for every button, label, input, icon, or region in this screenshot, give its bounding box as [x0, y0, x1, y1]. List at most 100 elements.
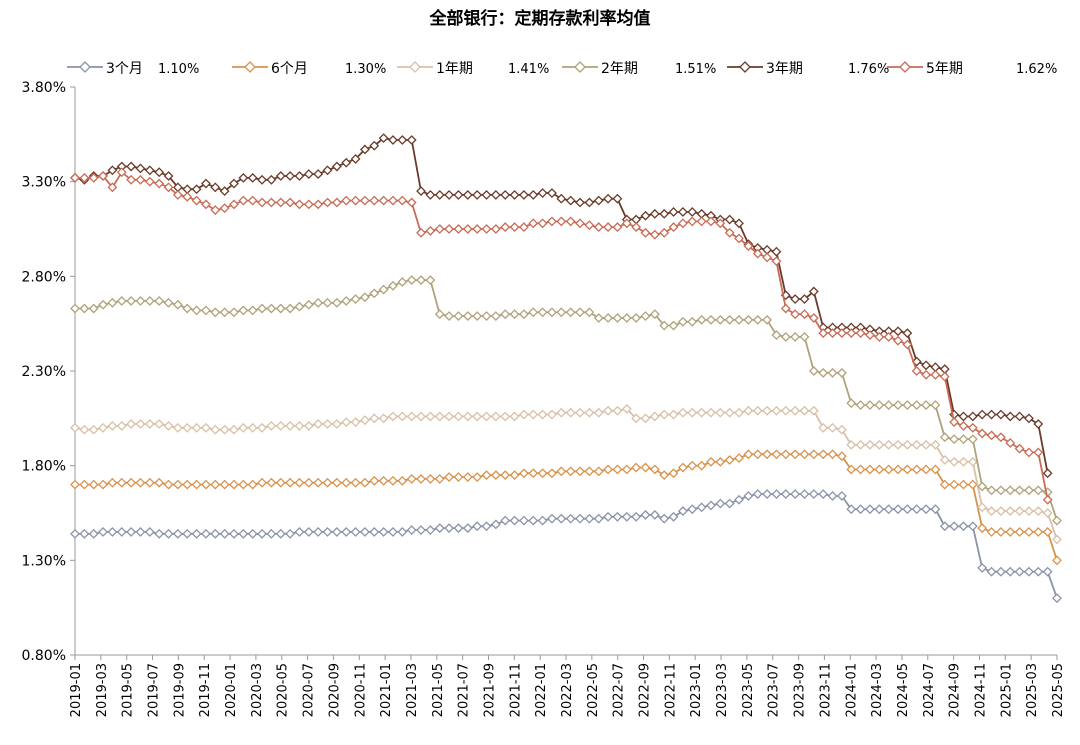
data-point	[266, 197, 277, 208]
data-point	[724, 407, 735, 418]
data-point	[163, 297, 174, 308]
data-point	[743, 449, 754, 460]
y-tick-label: 2.80%	[22, 269, 66, 285]
data-point	[369, 195, 380, 206]
data-point	[706, 314, 716, 325]
data-point	[1005, 506, 1016, 517]
data-point	[490, 190, 501, 200]
data-point	[331, 527, 342, 537]
x-tick-label: 2023-03	[715, 663, 730, 717]
data-point	[1042, 527, 1053, 537]
data-point	[565, 307, 576, 318]
data-point	[977, 502, 988, 513]
data-point	[1052, 555, 1062, 566]
x-tick-label: 2024-03	[870, 663, 885, 717]
data-point	[593, 195, 604, 206]
data-point	[930, 504, 941, 515]
data-point	[219, 203, 230, 214]
data-point	[603, 193, 614, 204]
data-point	[1033, 447, 1044, 458]
x-tick-label: 2021-09	[482, 663, 497, 717]
data-point	[565, 216, 576, 227]
data-point	[659, 409, 670, 420]
data-point	[88, 528, 99, 539]
data-point	[1052, 593, 1062, 604]
data-point	[902, 339, 913, 350]
data-point	[462, 190, 473, 200]
data-point	[911, 439, 922, 450]
data-point	[893, 400, 903, 410]
data-point	[995, 506, 1006, 517]
data-point	[631, 511, 642, 522]
data-point	[771, 246, 782, 257]
data-point	[275, 528, 286, 539]
data-point	[556, 193, 567, 204]
data-point	[425, 190, 436, 200]
data-point	[967, 456, 978, 467]
data-point	[88, 172, 99, 183]
data-point	[490, 470, 501, 481]
data-point	[603, 464, 614, 475]
data-point	[257, 174, 267, 185]
data-point	[70, 172, 80, 183]
data-point	[846, 439, 857, 450]
data-point	[107, 297, 118, 308]
data-point	[388, 135, 398, 145]
data-point	[902, 504, 913, 515]
data-point	[98, 527, 108, 537]
x-tick-label: 2020-11	[353, 663, 368, 717]
data-point	[696, 314, 707, 325]
data-point	[808, 405, 819, 416]
data-point	[902, 464, 913, 475]
data-point	[107, 420, 118, 431]
data-point	[509, 411, 520, 422]
data-point	[294, 420, 305, 431]
data-point	[257, 197, 267, 208]
data-point	[116, 167, 127, 178]
data-point	[369, 288, 380, 299]
data-point	[79, 424, 90, 435]
data-point	[416, 275, 426, 286]
data-point	[1033, 506, 1044, 517]
data-point	[780, 489, 791, 499]
data-point	[462, 311, 473, 322]
data-point	[977, 523, 988, 534]
data-point	[313, 199, 324, 210]
data-point	[883, 400, 894, 410]
y-tick-label: 1.30%	[22, 553, 66, 569]
x-tick-label: 2023-11	[818, 663, 833, 717]
data-point	[752, 405, 763, 416]
data-point	[1042, 566, 1053, 577]
data-point	[107, 182, 118, 193]
data-point	[939, 455, 950, 465]
data-point	[556, 513, 567, 524]
data-point	[668, 320, 679, 331]
data-point	[808, 449, 819, 460]
y-tick-label: 3.80%	[22, 80, 66, 96]
data-point	[668, 207, 679, 217]
data-point	[883, 504, 894, 515]
data-point	[107, 477, 118, 488]
legend-series-latest-value: 1.41%	[508, 62, 550, 77]
data-point	[724, 214, 735, 225]
data-point	[659, 208, 670, 219]
data-point	[388, 475, 398, 486]
data-point	[575, 466, 585, 477]
data-point	[836, 451, 847, 462]
data-point	[490, 311, 501, 322]
data-point	[144, 296, 155, 306]
data-point	[266, 303, 277, 314]
data-point	[322, 477, 333, 488]
legend-swatch	[232, 61, 268, 73]
x-tick-label: 2020-01	[224, 663, 239, 717]
data-point	[715, 218, 726, 229]
data-point	[556, 307, 567, 318]
data-point	[490, 519, 501, 530]
data-point	[247, 528, 258, 539]
data-point	[790, 309, 801, 320]
data-point	[958, 434, 969, 445]
data-point	[668, 409, 679, 420]
data-point	[210, 182, 221, 193]
data-point	[509, 515, 520, 526]
data-point	[939, 371, 950, 382]
